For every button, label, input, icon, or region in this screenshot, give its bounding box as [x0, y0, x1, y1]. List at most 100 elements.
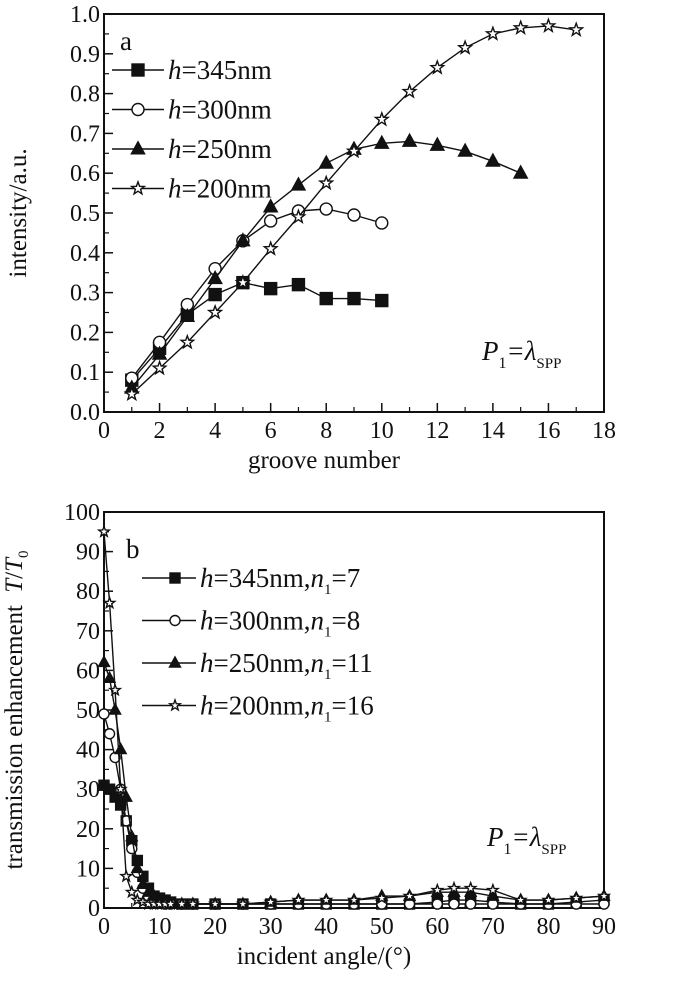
marker-square: [291, 277, 306, 292]
marker-triangle: [429, 136, 446, 151]
series-1: [98, 708, 610, 910]
marker-square: [347, 291, 361, 306]
marker-triangle: [262, 198, 279, 213]
legend-label: h=250nm: [168, 134, 272, 164]
marker-star: [373, 110, 391, 127]
annotation-sub: SPP: [541, 842, 566, 858]
marker-star: [96, 524, 112, 538]
legend-eq: =16: [331, 691, 373, 721]
marker-square: [131, 63, 145, 77]
x-tick-label: 90: [592, 914, 616, 940]
marker-star: [167, 697, 183, 712]
marker-star: [102, 595, 117, 610]
marker-star: [135, 894, 151, 909]
marker-star: [235, 896, 251, 911]
x-axis-label: incident angle/(°): [237, 943, 412, 970]
marker-star: [130, 892, 145, 907]
marker-star: [207, 896, 223, 911]
marker-circle: [131, 102, 145, 117]
marker-circle: [319, 202, 333, 216]
legend-n: n: [310, 648, 324, 678]
legend-h: h: [200, 563, 214, 593]
legend-h: h: [168, 95, 182, 125]
y-tick-label: 0.2: [70, 320, 100, 346]
marker-star: [429, 59, 446, 75]
annotation-sub: 1: [504, 841, 512, 858]
marker-star: [234, 273, 252, 290]
legend-label: h=345nm: [168, 55, 272, 85]
legend-rest: =200nm: [182, 174, 272, 204]
series-0: [125, 275, 389, 387]
y-tick-label: 0: [88, 896, 100, 922]
y-axis-label: transmission enhancement T/T0: [1, 550, 32, 869]
annotation-p1-lambda-spp: P1=λSPP: [481, 336, 561, 372]
marker-star: [290, 208, 307, 224]
legend-h: h: [200, 691, 214, 721]
marker-triangle: [512, 164, 529, 179]
marker-triangle: [125, 829, 139, 842]
series-3: [96, 524, 612, 911]
y-tick-label: 80: [76, 579, 100, 605]
annotation-p1-lambda-spp: P1=λSPP: [486, 822, 566, 858]
legend-h: h: [200, 606, 214, 636]
marker-star: [345, 142, 363, 159]
annotation-p: P: [486, 822, 504, 852]
legend-n: n: [310, 691, 324, 721]
marker-square: [263, 281, 278, 296]
legend-h: h: [168, 134, 182, 164]
panel-a: 0 2 4 6 8 10 12 14 16 18 0.0 0.1 0.2 0.3 0.4 0.5 0.6 0.7 0…: [5, 2, 616, 474]
x-tick-label: 0: [98, 914, 110, 940]
marker-star: [163, 896, 178, 911]
panel-b: 0 10 20 30 40 50 60 70 80 90010203040506070809010…: [1, 500, 616, 970]
legend-item: h=300nm: [112, 95, 272, 125]
legend-item: h=345nm,n1=7: [142, 563, 360, 598]
legend-eq: =7: [331, 563, 360, 593]
y-label-sub: 0: [16, 550, 32, 558]
marker-triangle: [130, 140, 146, 155]
marker-star: [374, 890, 389, 905]
marker-star: [206, 303, 224, 320]
y-tick-label: 0.7: [70, 121, 100, 147]
marker-star: [569, 890, 584, 905]
marker-circle: [263, 214, 278, 228]
marker-star: [179, 333, 196, 350]
y-tick-label: 40: [76, 738, 100, 764]
y-tick-label: 70: [76, 619, 100, 645]
marker-circle: [347, 208, 361, 222]
marker-square: [169, 572, 181, 584]
marker-star: [541, 892, 556, 907]
legend-rest: =250nm: [182, 134, 272, 164]
annotation-eq: =λ: [507, 336, 537, 366]
y-tick-label: 0.5: [70, 201, 100, 227]
y-tick-label: 10: [76, 856, 100, 882]
y-label-slash: /: [1, 572, 28, 579]
y-tick-label: 0.1: [70, 360, 100, 386]
y-label-t: T: [1, 577, 28, 593]
legend-rest: =200nm,: [214, 691, 311, 721]
x-tick-label: 0: [98, 418, 110, 444]
y-tick-label: 0.8: [70, 82, 100, 108]
x-tick-label: 30: [259, 914, 283, 940]
y-tick-label: 0.9: [70, 42, 100, 68]
annotation-sub: SPP: [536, 356, 561, 372]
marker-triangle: [168, 655, 182, 668]
legend-eq: =11: [331, 648, 372, 678]
marker-star: [151, 359, 168, 376]
marker-triangle: [207, 270, 223, 285]
marker-star: [401, 82, 418, 99]
marker-triangle: [108, 702, 122, 715]
legend-label: h=200nm: [168, 174, 272, 204]
legend-item: h=300nm,n1=8: [142, 606, 360, 641]
marker-star: [107, 682, 123, 697]
y-tick-label: 0.3: [70, 281, 100, 307]
marker-star: [319, 892, 334, 907]
marker-triangle: [457, 142, 473, 157]
series-line: [131, 208, 382, 379]
marker-star: [512, 19, 529, 36]
marker-triangle: [130, 860, 145, 874]
annotation-p: P: [481, 336, 499, 366]
marker-triangle: [485, 152, 501, 167]
marker-star: [346, 892, 362, 907]
series-3: [123, 17, 585, 402]
marker-star: [596, 888, 612, 903]
